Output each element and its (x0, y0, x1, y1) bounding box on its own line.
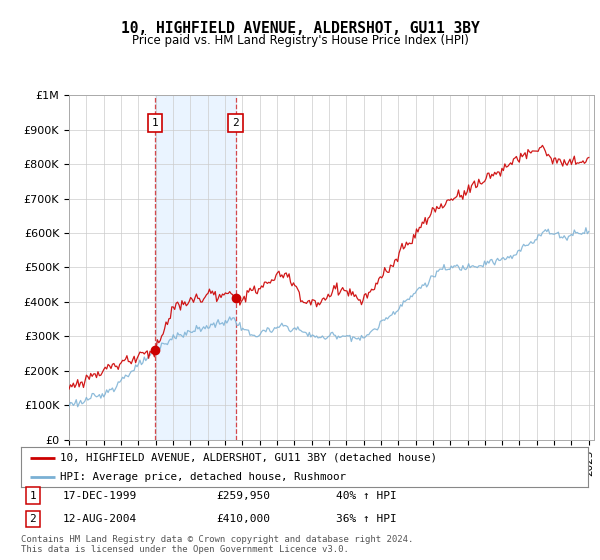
Text: Price paid vs. HM Land Registry's House Price Index (HPI): Price paid vs. HM Land Registry's House … (131, 34, 469, 46)
Text: £410,000: £410,000 (216, 514, 270, 524)
Bar (155, 95, 236, 440)
Text: 12-AUG-2004: 12-AUG-2004 (63, 514, 137, 524)
Text: 36% ↑ HPI: 36% ↑ HPI (336, 514, 397, 524)
Text: Contains HM Land Registry data © Crown copyright and database right 2024.
This d: Contains HM Land Registry data © Crown c… (21, 535, 413, 554)
Text: 2: 2 (232, 118, 239, 128)
Text: 2: 2 (29, 514, 37, 524)
Text: 40% ↑ HPI: 40% ↑ HPI (336, 491, 397, 501)
Text: 17-DEC-1999: 17-DEC-1999 (63, 491, 137, 501)
Text: 1: 1 (152, 118, 158, 128)
Text: 10, HIGHFIELD AVENUE, ALDERSHOT, GU11 3BY (detached house): 10, HIGHFIELD AVENUE, ALDERSHOT, GU11 3B… (59, 453, 437, 463)
Text: 1: 1 (29, 491, 37, 501)
Text: HPI: Average price, detached house, Rushmoor: HPI: Average price, detached house, Rush… (59, 472, 346, 482)
Text: 10, HIGHFIELD AVENUE, ALDERSHOT, GU11 3BY: 10, HIGHFIELD AVENUE, ALDERSHOT, GU11 3B… (121, 21, 479, 36)
Text: £259,950: £259,950 (216, 491, 270, 501)
